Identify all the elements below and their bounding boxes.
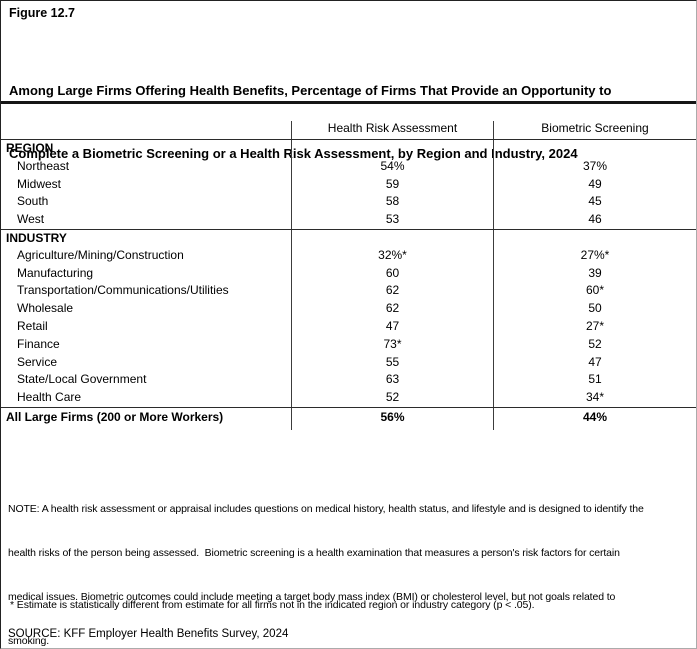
- total-bs-value: 44%: [493, 407, 696, 427]
- figure-title-line-2: Complete a Biometric Screening or a Heal…: [9, 146, 578, 161]
- hra-value: 32%*: [291, 246, 493, 265]
- col-header-blank: [1, 135, 291, 139]
- hra-value: 52: [291, 389, 493, 407]
- figure-title: Among Large Firms Offering Health Benefi…: [9, 38, 611, 206]
- hra-value: 62: [291, 300, 493, 318]
- bs-value: 50: [493, 300, 696, 318]
- source-text: SOURCE: KFF Employer Health Benefits Sur…: [8, 628, 289, 640]
- hra-value: 63: [291, 371, 493, 390]
- hra-value: 62: [291, 282, 493, 301]
- table-row-state-local-government: State/Local Government 63 51: [1, 371, 696, 390]
- table-row-northeast: Northeast 54% 37%: [1, 157, 696, 176]
- table-row-wholesale: Wholesale 62 50: [1, 300, 696, 318]
- row-label: Manufacturing: [17, 265, 94, 280]
- hra-value: 55: [291, 353, 493, 372]
- table-row-west: West 53 46: [1, 211, 696, 229]
- total-row: All Large Firms (200 or More Workers) 56…: [1, 406, 696, 427]
- bs-value: 51: [493, 371, 696, 390]
- bs-value: 37%: [493, 157, 696, 176]
- bs-value: 60*: [493, 282, 696, 301]
- table-row-manufacturing: Manufacturing 60 39: [1, 264, 696, 283]
- note-text: NOTE: A health risk assessment or apprai…: [8, 473, 644, 648]
- total-hra-value: 56%: [291, 407, 493, 427]
- table-row-transportation-communications-utilities: Transportation/Communications/Utilities …: [1, 282, 696, 301]
- hra-value: 53: [291, 211, 493, 229]
- note-line-1: NOTE: A health risk assessment or apprai…: [8, 503, 644, 516]
- bs-value: 27%*: [493, 246, 696, 265]
- row-label: Health Care: [17, 390, 82, 405]
- bs-value: 27*: [493, 317, 696, 336]
- note-line-4: smoking.: [8, 634, 50, 647]
- table-bottom-spacer: [1, 426, 696, 431]
- table-header-row: Health Risk Assessment Biometric Screeni…: [1, 104, 696, 140]
- table-row-service: Service 55 47: [1, 353, 696, 372]
- data-table: Health Risk Assessment Biometric Screeni…: [1, 101, 696, 431]
- hra-value: 58: [291, 193, 493, 212]
- bs-value: 45: [493, 193, 696, 212]
- bs-value: 39: [493, 264, 696, 283]
- table-row-midwest: Midwest 59 49: [1, 175, 696, 194]
- row-label: Agriculture/Mining/Construction: [17, 247, 184, 262]
- col-header-biometric-screening: Biometric Screening: [493, 121, 696, 139]
- bs-value: 34*: [493, 389, 696, 407]
- row-label: Midwest: [17, 176, 62, 191]
- figure-label: Figure 12.7: [9, 6, 75, 20]
- figure-title-line-1: Among Large Firms Offering Health Benefi…: [9, 83, 612, 98]
- footnote-text: * Estimate is statistically different fr…: [10, 599, 535, 611]
- table-row-retail: Retail 47 27*: [1, 317, 696, 336]
- table-row-south: South 58 45: [1, 193, 696, 212]
- hra-value: 73*: [291, 335, 493, 354]
- col-header-health-risk-assessment: Health Risk Assessment: [291, 121, 493, 139]
- hra-value: 59: [291, 175, 493, 194]
- section-header-industry: INDUSTRY: [1, 228, 696, 247]
- bs-value: 46: [493, 211, 696, 229]
- table-row-agriculture-mining-construction: Agriculture/Mining/Construction 32%* 27%…: [1, 246, 696, 265]
- row-label: South: [17, 194, 49, 209]
- row-label: West: [17, 212, 45, 227]
- row-label: Wholesale: [17, 301, 74, 316]
- hra-value: 54%: [291, 157, 493, 176]
- hra-value: 47: [291, 317, 493, 336]
- row-label: Finance: [17, 336, 60, 351]
- section-label: REGION: [6, 141, 54, 155]
- bs-value: 52: [493, 335, 696, 354]
- table-row-health-care: Health Care 52 34*: [1, 389, 696, 407]
- row-label: State/Local Government: [17, 372, 147, 387]
- table-row-finance: Finance 73* 52: [1, 335, 696, 354]
- bs-value: 47: [493, 353, 696, 372]
- section-label: INDUSTRY: [6, 230, 67, 245]
- total-label: All Large Firms (200 or More Workers): [6, 409, 224, 424]
- row-label: Retail: [17, 318, 48, 333]
- note-line-3: medical issues. Biometric outcomes could…: [8, 590, 616, 603]
- hra-value: 60: [291, 264, 493, 283]
- row-label: Transportation/Communications/Utilities: [17, 283, 229, 298]
- row-label: Northeast: [17, 158, 70, 173]
- bs-value: 49: [493, 175, 696, 194]
- note-line-2: health risks of the person being assesse…: [8, 546, 620, 559]
- section-header-region: REGION: [1, 140, 696, 158]
- row-label: Service: [17, 354, 58, 369]
